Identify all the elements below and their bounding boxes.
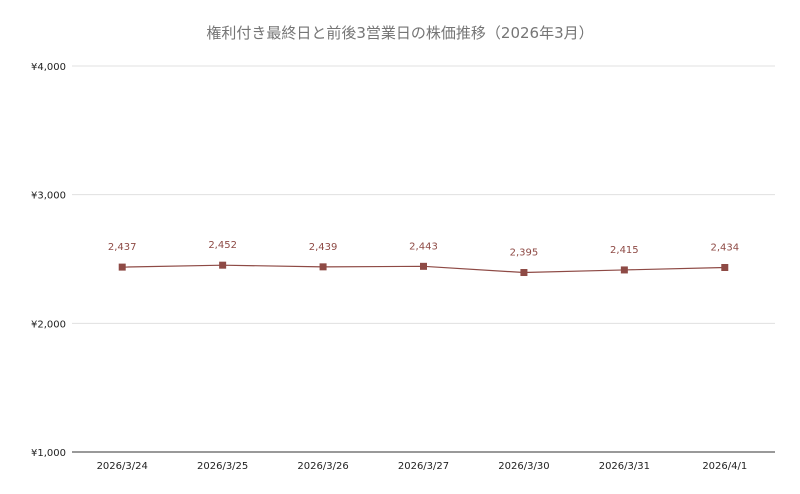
gridlines <box>72 65 775 453</box>
data-label: 2,452 <box>208 240 237 251</box>
y-tick-label: ¥4,000 <box>31 62 66 73</box>
series: 2,437 2,452 2,439 2,443 2,395 2,415 2,434 <box>108 240 739 277</box>
data-point <box>520 269 528 277</box>
data-label: 2,395 <box>510 248 539 259</box>
data-label: 2,437 <box>108 242 137 253</box>
x-tick-label: 2026/3/26 <box>297 461 348 472</box>
y-tick-label: ¥3,000 <box>31 191 66 202</box>
data-label: 2,434 <box>710 242 739 253</box>
x-tick-label: 2026/3/31 <box>599 461 650 472</box>
y-tick-label: ¥2,000 <box>31 319 66 330</box>
data-label: 2,415 <box>610 245 639 256</box>
chart-title: 権利付き最終日と前後3営業日の株価推移（2026年3月） <box>206 24 593 42</box>
y-tick-label: ¥1,000 <box>31 448 66 459</box>
x-tick-label: 2026/3/27 <box>398 461 449 472</box>
data-point <box>420 262 427 270</box>
data-label: 2,443 <box>409 241 438 252</box>
data-point <box>319 263 327 271</box>
data-point <box>620 266 628 274</box>
x-tick-label: 2026/3/30 <box>498 461 549 472</box>
x-tick-label: 2026/3/25 <box>197 461 248 472</box>
x-tick-label: 2026/4/1 <box>702 461 747 472</box>
data-point <box>118 263 126 271</box>
x-tick-label: 2026/3/24 <box>97 461 148 472</box>
data-label: 2,439 <box>309 242 338 253</box>
y-axis: ¥1,000 ¥2,000 ¥3,000 ¥4,000 <box>31 62 66 459</box>
data-point <box>721 263 729 271</box>
data-point <box>219 261 227 269</box>
x-axis: 2026/3/24 2026/3/25 2026/3/26 2026/3/27 2026… <box>97 461 748 472</box>
